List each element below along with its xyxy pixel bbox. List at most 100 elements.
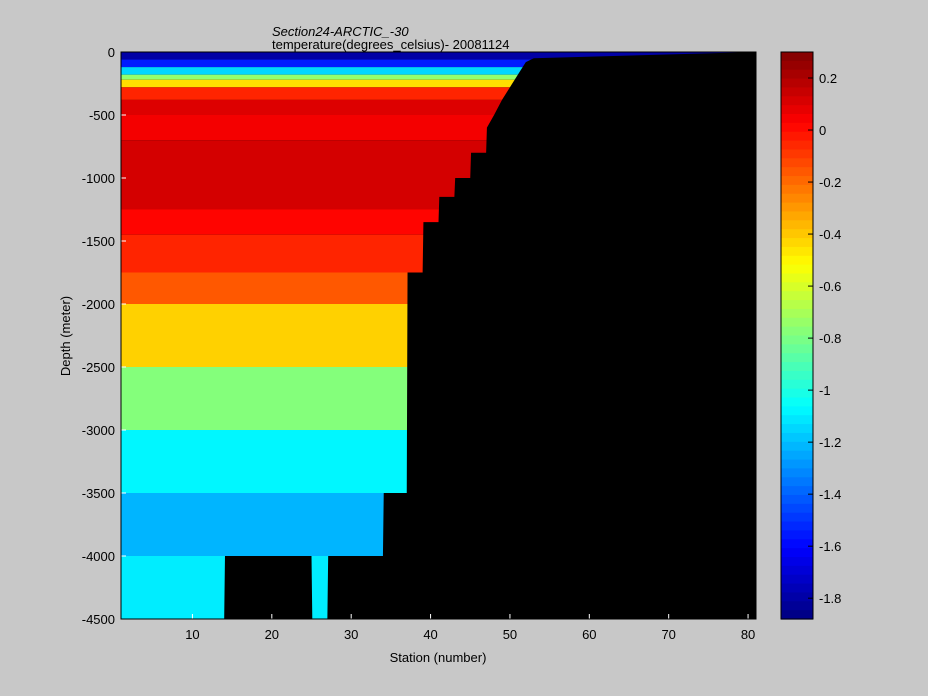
colorbar-cell-41 [781,415,813,425]
heatmap-layer-4 [121,79,756,88]
x-axis-label: Station (number) [390,650,487,665]
colorbar-tick-label-4: -0.6 [819,279,841,294]
y-axis-label: Depth (meter) [58,296,73,376]
colorbar-cell-34 [781,353,813,363]
colorbar-gradient [781,52,813,620]
colorbar-cell-59 [781,574,813,585]
colorbar-cell-31 [781,326,813,337]
colorbar-cell-23 [781,255,813,266]
seafloor-polygon [121,52,756,619]
colorbar-cell-25 [781,273,813,283]
colorbar-cell-44 [781,441,813,452]
colorbar-cell-2 [781,69,813,80]
colorbar-cell-21 [781,238,813,248]
colorbar-cell-30 [781,317,813,328]
colorbar-cell-0 [781,52,813,62]
colorbar-cell-22 [781,246,813,257]
y-tick-label-8: -4000 [82,549,115,564]
colorbar-cell-39 [781,397,813,407]
colorbar-cell-33 [781,344,813,354]
colorbar-cell-49 [781,486,813,496]
colorbar-cell-18 [781,211,813,221]
y-tick-label-4: -2000 [82,297,115,312]
x-tick-label-1: 20 [265,627,279,642]
colorbar-cell-53 [781,521,813,532]
colorbar-tick-label-10: -1.8 [819,591,841,606]
y-tick-label-6: -3000 [82,423,115,438]
colorbar-tick-label-1: 0 [819,123,826,138]
colorbar-cell-58 [781,565,813,576]
colorbar-cell-17 [781,202,813,213]
y-tick-label-5: -2500 [82,360,115,375]
colorbar-cell-43 [781,432,813,443]
colorbar-cell-5 [781,96,813,106]
colorbar-cell-10 [781,140,813,151]
colorbar-cell-16 [781,193,813,204]
chart-subtitle: temperature(degrees_celsius)- 20081124 [272,37,510,52]
colorbar-cell-20 [781,229,813,239]
colorbar-cell-13 [781,167,813,177]
colorbar-cell-8 [781,122,813,133]
colorbar-cell-15 [781,184,813,195]
colorbar-cell-26 [781,282,813,292]
colorbar-cell-40 [781,406,813,416]
x-axis: 10 20 30 40 50 60 70 80 [185,614,755,642]
colorbar-tick-label-5: -0.8 [819,331,841,346]
colorbar-cell-29 [781,308,813,319]
colorbar-cell-55 [781,539,813,549]
colorbar-cell-46 [781,459,813,469]
colorbar-tick-label-9: -1.6 [819,539,841,554]
x-tick-label-6: 70 [661,627,675,642]
y-tick-label-3: -1500 [82,234,115,249]
heatmap-layer-0 [121,52,756,60]
x-tick-label-4: 50 [503,627,517,642]
colorbar-cell-60 [781,583,813,594]
x-tick-label-2: 30 [344,627,358,642]
x-tick-label-3: 40 [423,627,437,642]
colorbar-cell-61 [781,592,813,602]
colorbar-cell-1 [781,60,813,71]
colorbar-cell-62 [781,601,813,611]
colorbar-cell-27 [781,291,813,301]
colorbar-cell-11 [781,149,813,159]
y-tick-label-2: -1000 [82,171,115,186]
colorbar-cell-54 [781,530,813,540]
colorbar-tick-label-8: -1.4 [819,487,841,502]
plot-area: 10 20 30 40 50 60 70 80 0 -500 -1000 -1500 -2000 -25… [82,45,757,642]
colorbar-cell-47 [781,468,813,478]
y-tick-label-7: -3500 [82,486,115,501]
heatmap-layer-1 [121,59,756,68]
colorbar-tick-label-3: -0.4 [819,227,841,242]
colorbar-cell-63 [781,610,813,620]
colorbar-cell-56 [781,548,813,558]
colorbar-cell-45 [781,450,813,461]
colorbar-cell-6 [781,105,813,115]
colorbar-cell-52 [781,512,813,523]
colorbar-cell-19 [781,220,813,230]
x-tick-label-5: 60 [582,627,596,642]
colorbar-cell-32 [781,335,813,345]
seafloor-mask [121,52,756,619]
x-tick-label-7: 80 [741,627,755,642]
y-tick-label-1: -500 [89,108,115,123]
colorbar-cell-50 [781,494,813,505]
colorbar-cell-57 [781,556,813,567]
plot-frame [120,51,757,620]
colorbar-cell-7 [781,114,813,124]
chart-title: Section24-ARCTIC_-30 [272,24,409,39]
colorbar-tick-label-7: -1.2 [819,435,841,450]
x-tick-label-0: 10 [185,627,199,642]
colorbar-ticks: 0.2 0 -0.2 -0.4 -0.6 -0.8 -1 -1.2 -1.4 -1.6 -1.8 [808,71,841,606]
colorbar-cell-37 [781,379,813,390]
y-tick-label-0: 0 [108,45,115,60]
colorbar-cell-35 [781,362,813,372]
colorbar-cell-3 [781,78,813,89]
heatmap-layer-2 [121,67,756,75]
colorbar-tick-label-6: -1 [819,383,831,398]
colorbar-cell-48 [781,477,813,487]
colorbar-cell-38 [781,388,813,399]
colorbar-frame [780,51,814,620]
colorbar-cell-9 [781,131,813,142]
heatmap-layer-3 [121,74,756,80]
